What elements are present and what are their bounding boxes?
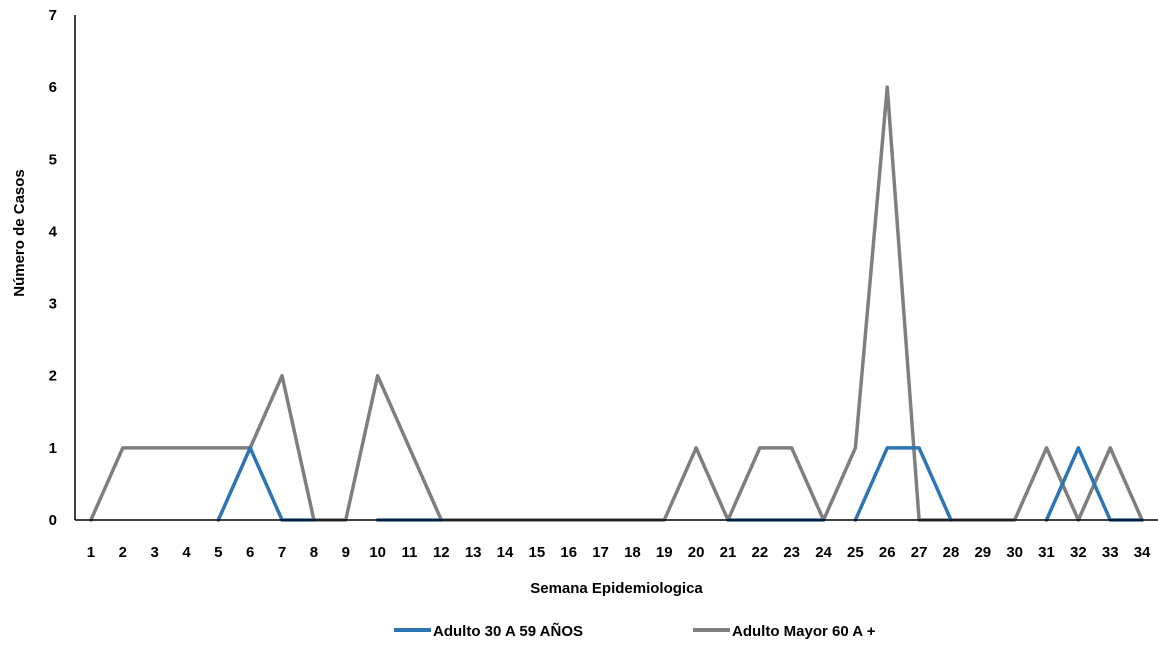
x-tick-label: 18: [624, 544, 641, 561]
legend: Adulto 30 A 59 AÑOS Adulto Mayor 60 A +: [394, 622, 876, 640]
y-tick-label: 4: [49, 223, 58, 240]
x-tick-label: 6: [246, 544, 254, 561]
x-tick-label: 26: [879, 544, 896, 561]
x-tick-label: 9: [342, 544, 350, 561]
x-tick-label: 3: [150, 544, 158, 561]
x-tick-label: 2: [119, 544, 127, 561]
x-tick-label: 8: [310, 544, 318, 561]
x-tick-label: 34: [1134, 544, 1151, 561]
x-tick-label: 11: [402, 544, 418, 561]
x-tick-label: 29: [974, 544, 991, 561]
x-tick-label: 10: [369, 544, 386, 561]
x-tick-label: 21: [720, 544, 737, 561]
x-tick-label: 19: [656, 544, 673, 561]
x-tick-label: 7: [278, 544, 286, 561]
y-tick-label: 5: [49, 151, 57, 168]
x-tick-label: 23: [783, 544, 800, 561]
axes-layer: [74, 15, 1158, 521]
x-tick-label: 17: [592, 544, 609, 561]
series-layer: [89, 85, 1144, 522]
x-tick-label: 4: [182, 544, 191, 561]
x-tick-label: 32: [1070, 544, 1087, 561]
x-tick-label: 30: [1006, 544, 1023, 561]
x-tick-label: 25: [847, 544, 864, 561]
y-tick-label: 6: [49, 79, 57, 96]
series-line-adulto-30-59: [853, 446, 953, 522]
x-tick-label: 14: [497, 544, 514, 561]
legend-label-adulto-30-59: Adulto 30 A 59 AÑOS: [433, 622, 583, 640]
x-tick-label: 5: [214, 544, 222, 561]
y-tick-label: 1: [49, 440, 57, 457]
x-tick-label: 12: [433, 544, 450, 561]
y-tick-label: 0: [49, 512, 57, 529]
x-tick-label: 1: [87, 544, 95, 561]
x-tick-label: 33: [1102, 544, 1119, 561]
x-tick-label: 15: [529, 544, 546, 561]
x-tick-label: 13: [465, 544, 482, 561]
y-axis-title: Número de Casos: [11, 169, 28, 297]
y-tick-label: 3: [49, 296, 57, 313]
x-tick-label: 22: [751, 544, 768, 561]
x-tick-label: 28: [943, 544, 960, 561]
x-tick-label: 20: [688, 544, 705, 561]
x-axis-ticks: 1 2 3 4 5 6 7 8 9 10 11 12 13 14 15 16 17 18 19 20 21 22 23 24 2…: [87, 544, 1151, 561]
y-tick-label: 2: [49, 368, 57, 385]
x-tick-label: 16: [560, 544, 577, 561]
y-axis-ticks: 0 1 2 3 4 5 6 7: [49, 7, 58, 529]
x-tick-label: 31: [1038, 544, 1055, 561]
legend-label-adulto-mayor-60: Adulto Mayor 60 A +: [732, 623, 876, 640]
x-tick-label: 24: [815, 544, 832, 561]
x-tick-label: 27: [911, 544, 928, 561]
x-axis-title: Semana Epidemiologica: [530, 580, 703, 597]
y-tick-label: 7: [49, 7, 57, 24]
